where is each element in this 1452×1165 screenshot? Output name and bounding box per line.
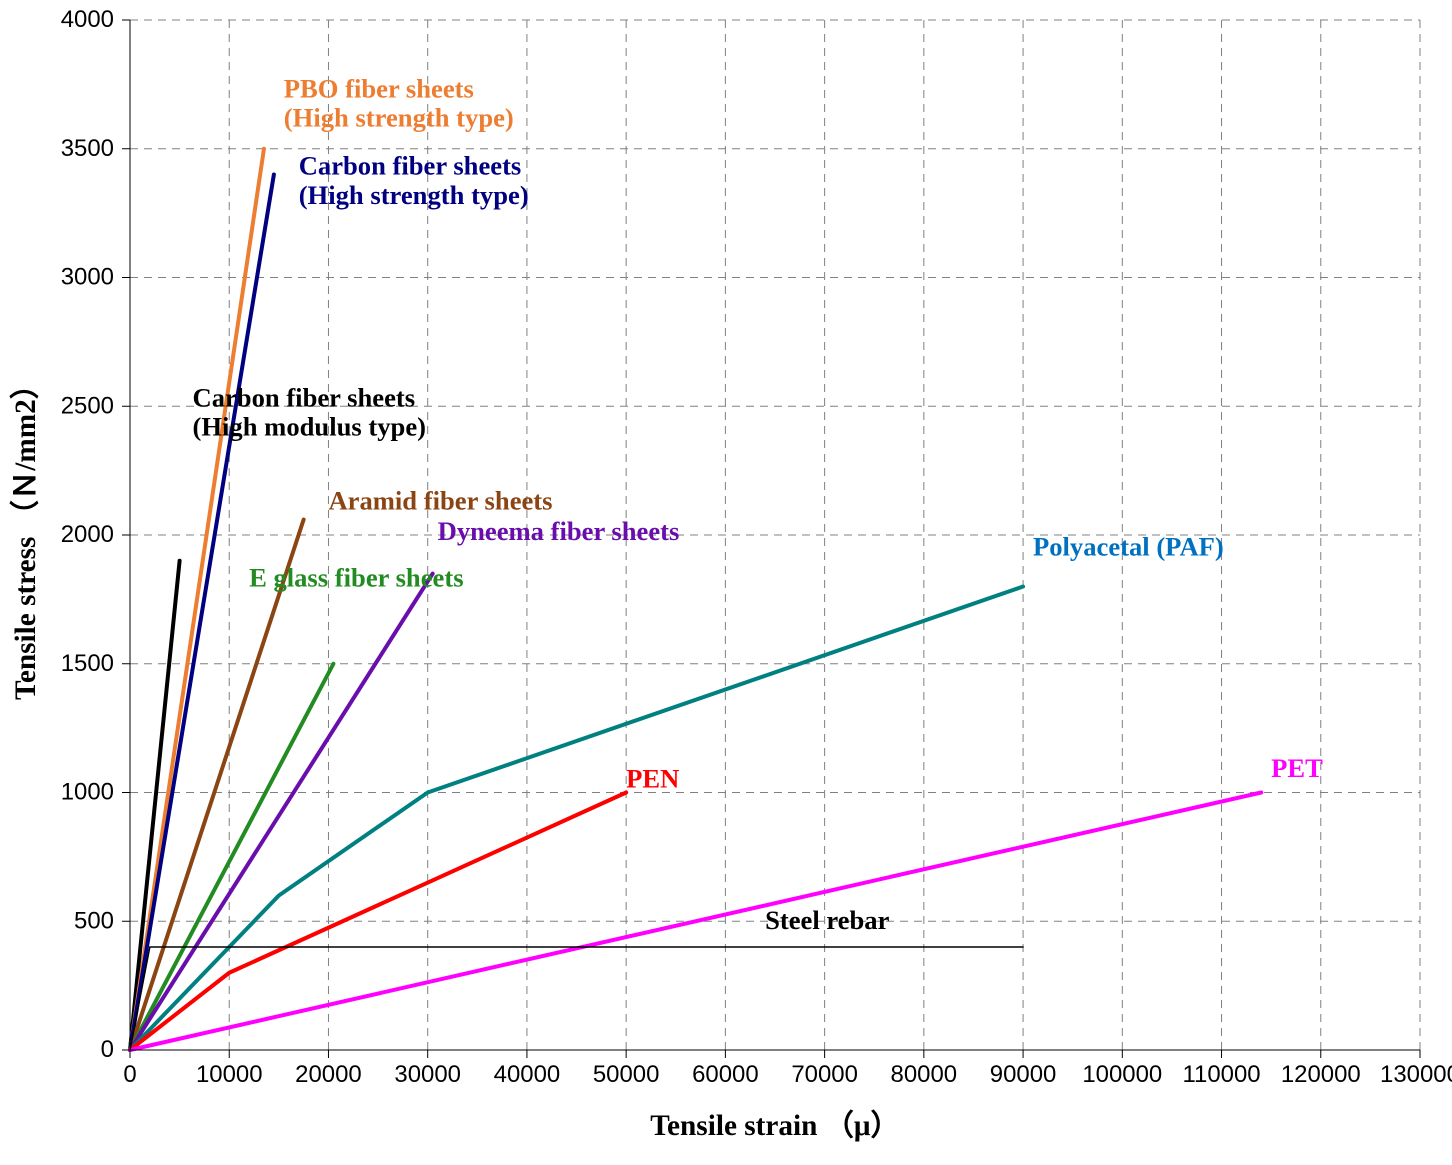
x-tick-label: 100000 [1082,1061,1162,1088]
x-axis-label: Tensile strain （μ） [650,1109,900,1142]
y-tick-label: 2000 [61,521,114,548]
label-polyacetal: Polyacetal (PAF) [1033,532,1224,562]
x-tick-label: 50000 [593,1061,660,1088]
y-tick-label: 3500 [61,135,114,162]
plot-background [0,0,1452,1165]
x-tick-label: 70000 [791,1061,858,1088]
x-tick-label: 120000 [1281,1061,1361,1088]
y-tick-label: 2500 [61,392,114,419]
y-tick-label: 1500 [61,650,114,677]
x-tick-label: 40000 [494,1061,561,1088]
label-pen: PEN [626,763,679,793]
x-tick-label: 80000 [891,1061,958,1088]
x-tick-label: 0 [123,1061,136,1088]
x-tick-label: 60000 [692,1061,759,1088]
x-tick-label: 30000 [394,1061,461,1088]
x-tick-label: 110000 [1182,1061,1260,1088]
label-carbon-high-strength: Carbon fiber sheets(High strength type) [299,151,529,210]
label-carbon-high-modulus: Carbon fiber sheets(High modulus type) [193,382,426,441]
y-tick-label: 3000 [61,264,114,291]
chart-container: 0100002000030000400005000060000700008000… [0,0,1452,1165]
label-aramid: Aramid fiber sheets [328,485,552,515]
x-tick-label: 20000 [295,1061,362,1088]
x-tick-label: 90000 [990,1061,1057,1088]
y-tick-label: 0 [101,1036,114,1063]
stress-strain-chart: 0100002000030000400005000060000700008000… [0,0,1452,1165]
y-tick-label: 1000 [61,779,114,806]
x-tick-label: 130000 [1380,1061,1452,1088]
label-steel-rebar: Steel rebar [765,905,890,935]
y-tick-label: 4000 [61,6,114,33]
label-e-glass: E glass fiber sheets [249,563,463,593]
y-axis-label: Tensile stress （Ｎ/mm2） [9,370,42,700]
y-tick-label: 500 [74,907,114,934]
label-dyneema: Dyneema fiber sheets [438,516,680,546]
label-pet: PET [1271,753,1323,783]
x-tick-label: 10000 [196,1061,263,1088]
